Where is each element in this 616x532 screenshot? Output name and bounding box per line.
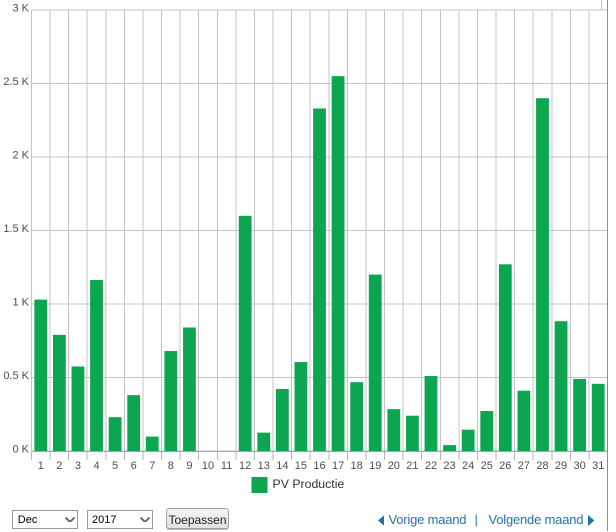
svg-text:26: 26 xyxy=(499,460,511,472)
svg-text:21: 21 xyxy=(406,460,418,472)
svg-text:19: 19 xyxy=(369,460,381,472)
svg-text:3 K: 3 K xyxy=(12,3,29,15)
svg-text:11: 11 xyxy=(221,460,232,472)
svg-text:20: 20 xyxy=(388,460,400,472)
svg-text:1 K: 1 K xyxy=(12,297,29,309)
svg-text:7: 7 xyxy=(149,460,155,472)
svg-text:28: 28 xyxy=(536,460,548,472)
svg-text:25: 25 xyxy=(481,460,493,472)
svg-text:0.5 K: 0.5 K xyxy=(3,370,29,382)
svg-text:29: 29 xyxy=(555,460,567,472)
svg-text:16: 16 xyxy=(313,460,325,472)
svg-text:22: 22 xyxy=(425,460,437,472)
svg-text:2: 2 xyxy=(56,460,62,472)
svg-text:13: 13 xyxy=(258,460,270,472)
svg-text:2.5 K: 2.5 K xyxy=(3,76,29,88)
svg-text:1: 1 xyxy=(38,460,44,472)
svg-text:0 K: 0 K xyxy=(12,444,29,456)
svg-text:18: 18 xyxy=(351,460,363,472)
svg-text:31: 31 xyxy=(592,460,604,472)
svg-text:27: 27 xyxy=(518,460,530,472)
svg-text:30: 30 xyxy=(574,460,586,472)
svg-text:15: 15 xyxy=(295,460,307,472)
svg-text:PV Productie: PV Productie xyxy=(273,477,345,491)
svg-text:9: 9 xyxy=(186,460,192,472)
svg-text:2 K: 2 K xyxy=(12,150,29,162)
svg-text:14: 14 xyxy=(276,460,288,472)
svg-text:10: 10 xyxy=(202,460,214,472)
svg-text:12: 12 xyxy=(239,460,251,472)
svg-text:17: 17 xyxy=(332,460,344,472)
svg-text:6: 6 xyxy=(131,460,137,472)
svg-text:3: 3 xyxy=(75,460,81,472)
svg-text:24: 24 xyxy=(462,460,474,472)
svg-text:23: 23 xyxy=(443,460,455,472)
svg-text:1.5 K: 1.5 K xyxy=(3,223,29,235)
svg-text:8: 8 xyxy=(168,460,174,472)
svg-text:4: 4 xyxy=(93,460,99,472)
svg-text:5: 5 xyxy=(112,460,118,472)
